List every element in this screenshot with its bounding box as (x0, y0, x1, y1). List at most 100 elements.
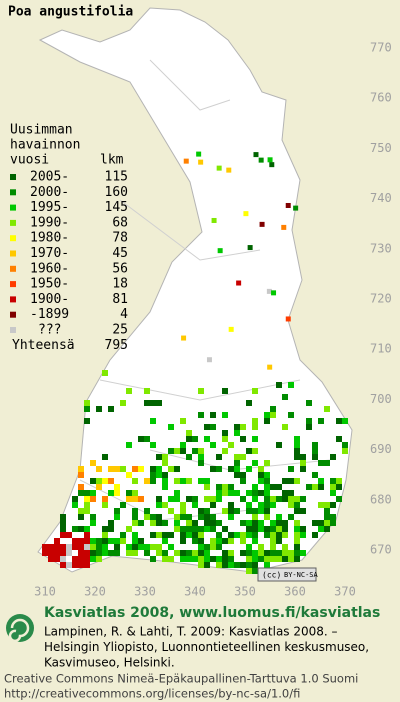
observation-square (174, 448, 180, 454)
observation-square (120, 400, 126, 406)
y-grid-label: 730 (370, 241, 392, 255)
observation-square (54, 544, 60, 550)
observation-square (270, 502, 276, 508)
observation-square (246, 508, 252, 514)
observation-square (240, 496, 246, 502)
observation-square (228, 514, 234, 520)
observation-square (312, 484, 318, 490)
observation-square (126, 496, 132, 502)
observation-square (288, 514, 294, 520)
legend-label: 1950- (30, 277, 69, 292)
observation-square (198, 460, 204, 466)
observation-square (204, 484, 210, 490)
observation-square (144, 478, 150, 484)
observation-square (216, 454, 222, 460)
observation-square (48, 544, 54, 550)
observation-square (266, 288, 272, 294)
observation-square (198, 538, 204, 544)
observation-square (150, 472, 156, 478)
observation-square (183, 158, 189, 164)
observation-square (294, 526, 300, 532)
observation-square (78, 490, 84, 496)
observation-square (186, 514, 192, 520)
observation-square (78, 484, 84, 490)
observation-square (234, 490, 240, 496)
observation-square (234, 454, 240, 460)
observation-square (312, 448, 318, 454)
observation-square (306, 424, 312, 430)
observation-square (132, 514, 138, 520)
observation-square (90, 544, 96, 550)
observation-square (78, 562, 84, 568)
observation-square (210, 544, 216, 550)
observation-square (288, 502, 294, 508)
observation-square (132, 550, 138, 556)
observation-square (174, 526, 180, 532)
legend-label: 1995- (30, 200, 69, 215)
legend-label: ??? (38, 323, 61, 338)
observation-square (96, 406, 102, 412)
observation-square (318, 526, 324, 532)
observation-square (276, 526, 282, 532)
observation-square (78, 544, 84, 550)
observation-square (108, 466, 114, 472)
observation-square (144, 508, 150, 514)
observation-square (293, 205, 299, 211)
x-grid-label: 370 (334, 585, 356, 599)
observation-square (102, 454, 108, 460)
observation-square (294, 538, 300, 544)
observation-square (144, 514, 150, 520)
observation-square (252, 496, 258, 502)
observation-square (276, 538, 282, 544)
observation-square (90, 538, 96, 544)
observation-square (324, 520, 330, 526)
observation-square (270, 484, 276, 490)
observation-square (204, 424, 210, 430)
observation-square (84, 490, 90, 496)
observation-square (216, 466, 222, 472)
legend-swatch (10, 265, 16, 272)
observation-square (264, 490, 270, 496)
observation-square (156, 472, 162, 478)
license-badge (257, 567, 317, 582)
observation-square (150, 520, 156, 526)
observation-square (90, 520, 96, 526)
observation-square (228, 538, 234, 544)
observation-square (252, 460, 258, 466)
observation-square (246, 562, 252, 568)
observation-square (228, 326, 234, 332)
observation-square (210, 538, 216, 544)
observation-square (234, 532, 240, 538)
observation-square (234, 466, 240, 472)
observation-square (228, 556, 234, 562)
observation-square (210, 502, 216, 508)
observation-square (192, 526, 198, 532)
observation-square (204, 478, 210, 484)
observation-square (66, 562, 72, 568)
license-line: http://creativecommons.org/licenses/by-n… (4, 687, 300, 701)
observation-square (180, 478, 186, 484)
observation-square (180, 514, 186, 520)
legend-label: 1960- (30, 261, 69, 276)
observation-square (181, 335, 187, 341)
observation-square (271, 290, 277, 296)
observation-square (102, 370, 108, 376)
observation-square (126, 442, 132, 448)
observation-square (180, 532, 186, 538)
observation-square (252, 418, 258, 424)
observation-square (84, 532, 90, 538)
observation-square (276, 514, 282, 520)
observation-square (234, 424, 240, 430)
observation-square (150, 544, 156, 550)
observation-square (198, 388, 204, 394)
observation-square (324, 502, 330, 508)
observation-square (138, 436, 144, 442)
observation-square (216, 490, 222, 496)
observation-square (84, 400, 90, 406)
species-title: Poa angustifolia (8, 5, 133, 20)
observation-square (174, 496, 180, 502)
observation-square (132, 520, 138, 526)
observation-square (132, 508, 138, 514)
x-grid-label: 360 (284, 585, 306, 599)
